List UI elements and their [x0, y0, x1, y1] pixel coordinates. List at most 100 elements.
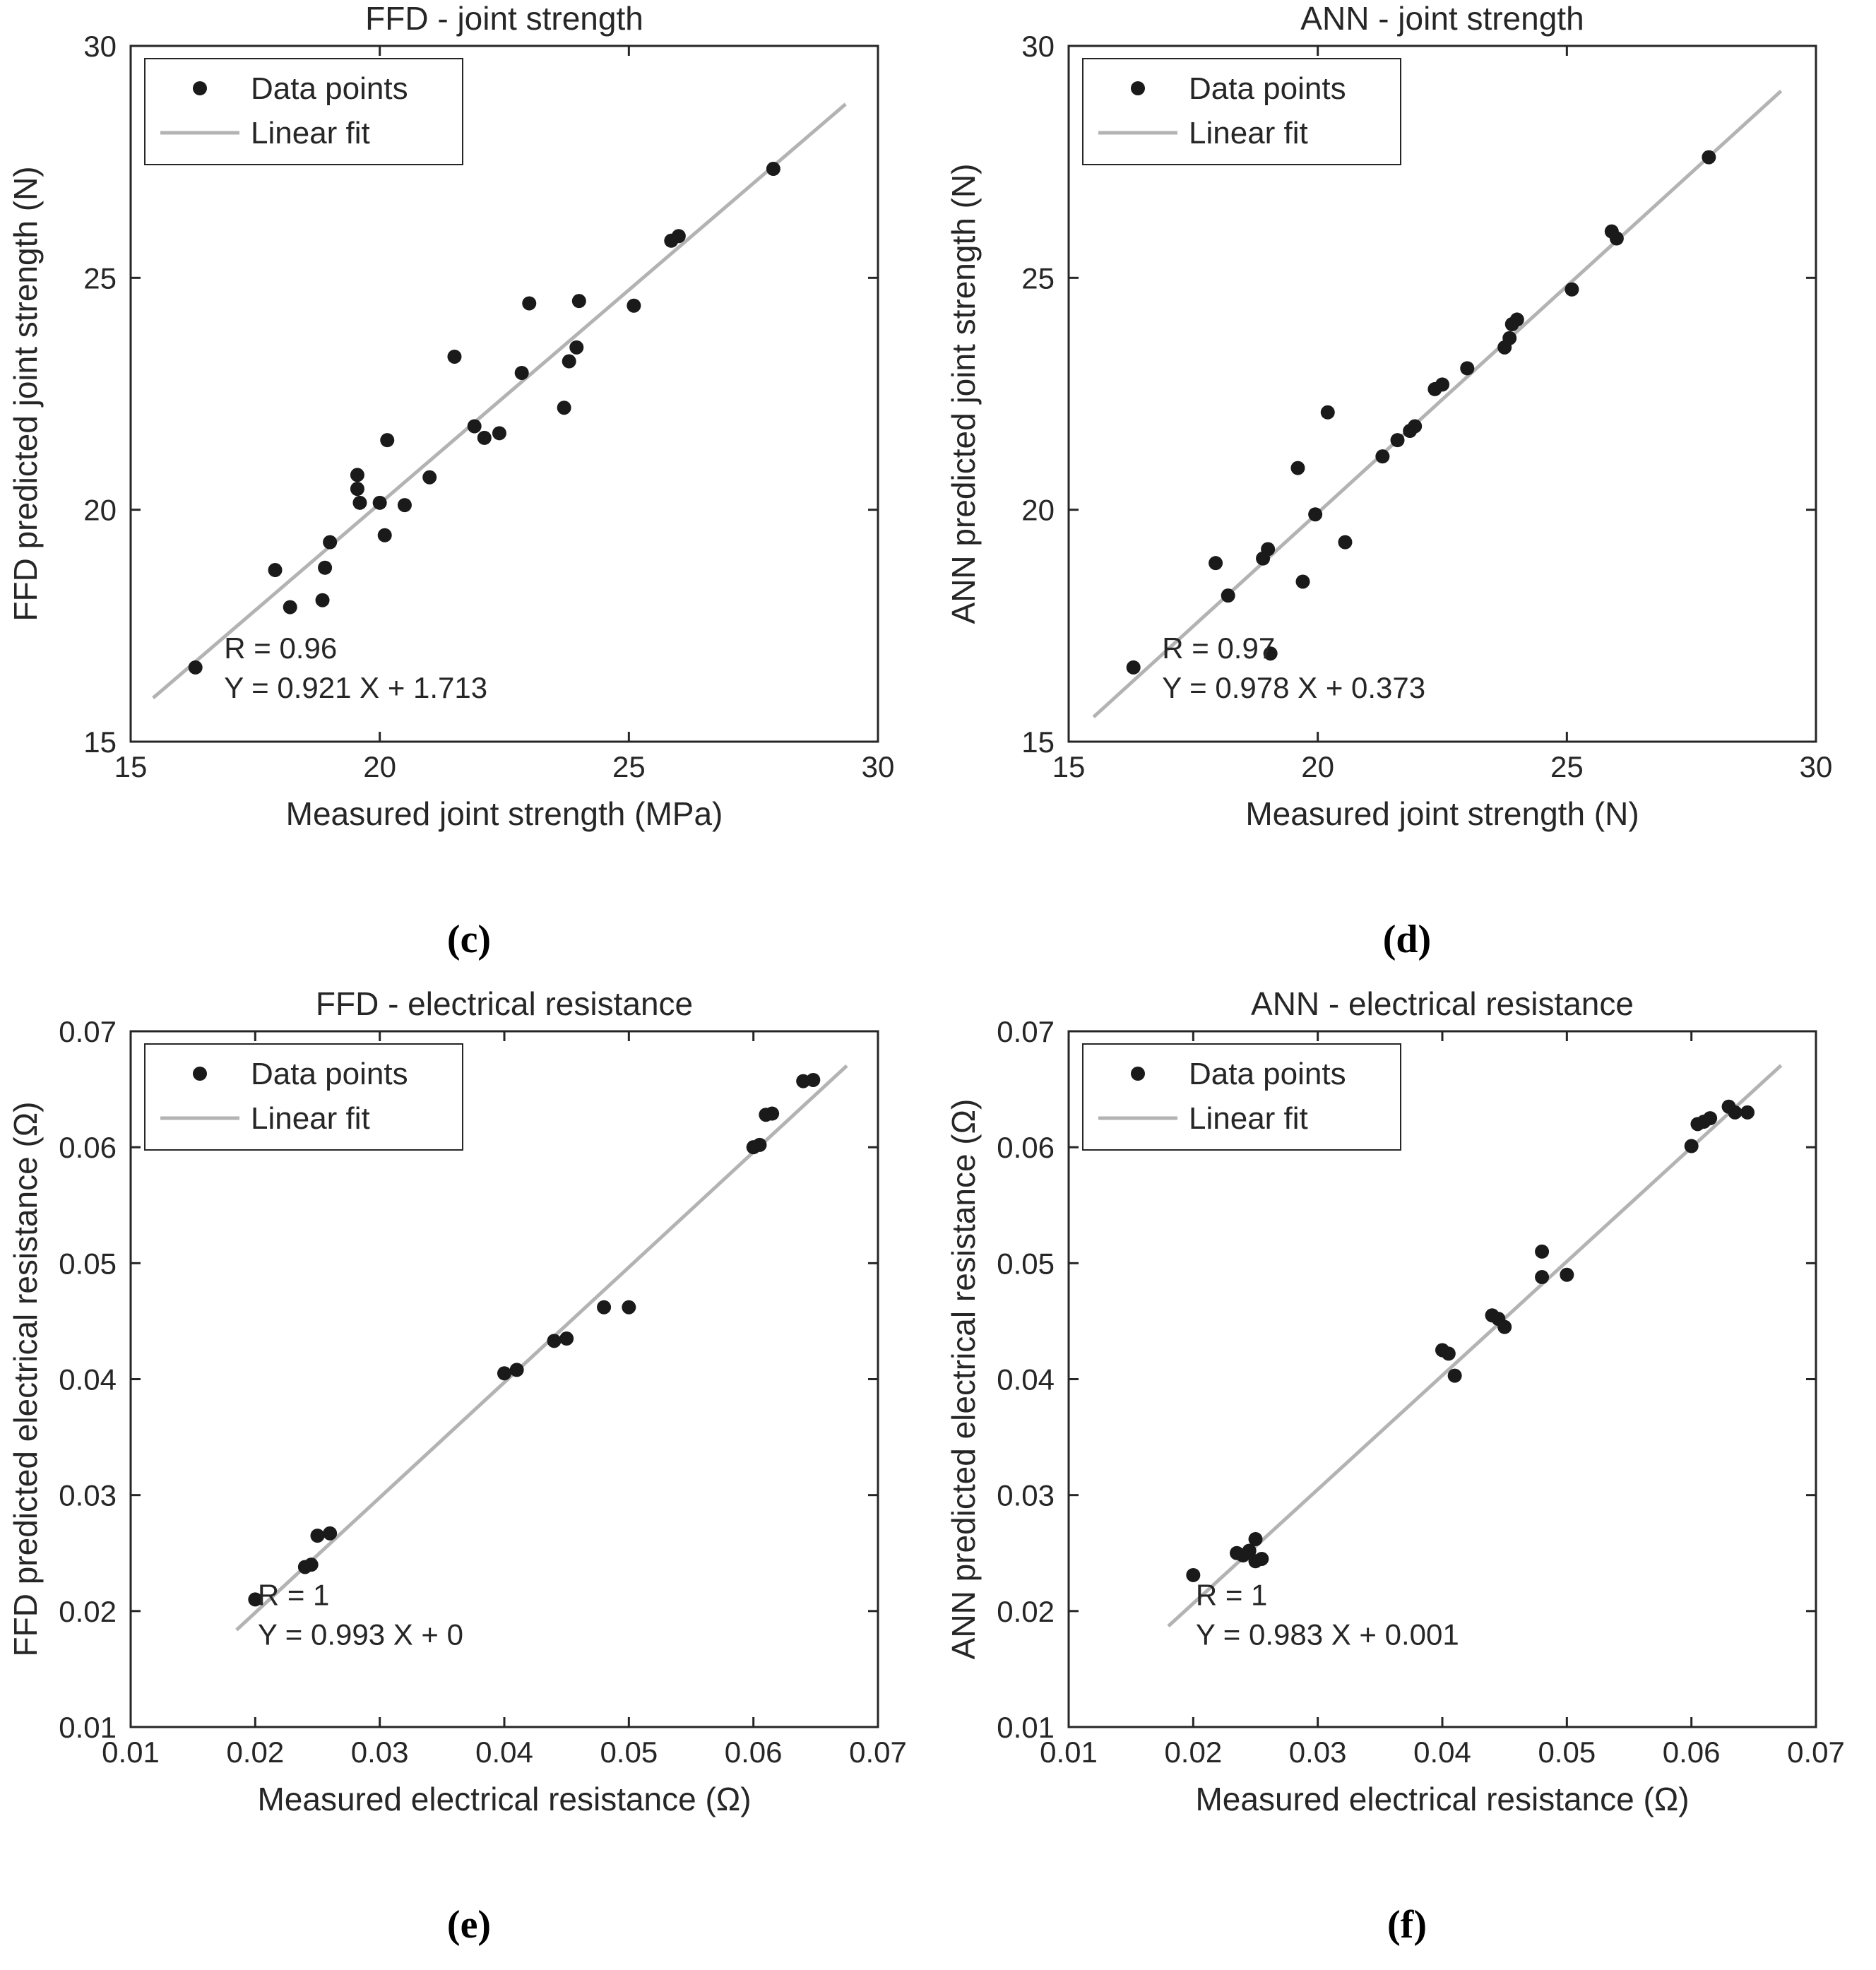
- x-axis-label: Measured electrical resistance (Ω): [1195, 1781, 1689, 1817]
- fit-annotation-line: R = 1: [258, 1578, 330, 1611]
- x-tick-label: 0.01: [102, 1735, 160, 1769]
- y-tick-label: 0.07: [997, 1015, 1055, 1048]
- fit-annotation-line: R = 0.96: [224, 631, 337, 665]
- linear-fit-line: [235, 1064, 848, 1631]
- data-point: [766, 162, 780, 177]
- y-tick-label: 20: [1021, 494, 1055, 527]
- data-point: [1320, 405, 1335, 420]
- y-tick-label: 0.02: [59, 1594, 117, 1627]
- x-tick-label: 25: [612, 750, 646, 783]
- panel-ann-electrical-resistance: ANN - electrical resistance 0.01 0.02 0.03 0…: [938, 985, 1876, 1970]
- data-point: [422, 470, 437, 485]
- x-tick-label: 0.03: [1289, 1735, 1347, 1769]
- x-tick-label: 0.04: [475, 1735, 533, 1769]
- y-tick-label: 0.01: [59, 1711, 117, 1744]
- data-point: [352, 495, 367, 510]
- data-point: [1261, 542, 1276, 557]
- data-point: [752, 1137, 767, 1152]
- data-point: [1338, 535, 1353, 550]
- panel-caption-c: (c): [446, 918, 492, 961]
- y-tick-label: 15: [83, 725, 117, 759]
- x-axis-label: Measured electrical resistance (Ω): [257, 1781, 751, 1817]
- data-point: [1703, 1110, 1718, 1125]
- data-point: [522, 296, 537, 311]
- panel-caption-d: (d): [1382, 918, 1432, 961]
- data-point: [350, 468, 364, 482]
- y-tick-label: 0.05: [59, 1247, 117, 1280]
- data-point: [1435, 377, 1449, 392]
- x-axis-label: Measured joint strength (MPa): [286, 795, 723, 832]
- x-tick-label: 30: [862, 750, 895, 783]
- legend-label-linear-fit: Linear fit: [1189, 1101, 1308, 1136]
- y-tick-label: 0.04: [997, 1363, 1055, 1396]
- data-point: [627, 298, 641, 313]
- data-point: [1375, 449, 1390, 464]
- data-point: [1535, 1269, 1550, 1284]
- data-point: [1254, 1551, 1269, 1566]
- legend-box: [144, 58, 463, 165]
- legend-box: [1082, 58, 1401, 165]
- x-tick-label: 15: [114, 750, 148, 783]
- data-point: [1221, 588, 1235, 603]
- data-point: [1290, 461, 1305, 475]
- x-tick-label: 0.05: [1538, 1735, 1596, 1769]
- data-point: [765, 1106, 780, 1121]
- x-tick-label: 0.03: [351, 1735, 409, 1769]
- data-point: [1242, 1543, 1257, 1557]
- x-tick-label: 25: [1550, 750, 1584, 783]
- fit-annotation-line: Y = 0.993 X + 0: [258, 1618, 463, 1651]
- data-point: [447, 349, 462, 364]
- y-tick-label: 0.05: [997, 1247, 1055, 1280]
- data-point: [1186, 1567, 1201, 1582]
- data-point: [323, 535, 338, 550]
- ffd-joint-strength-chart: FFD - joint strength 15 20 25 30 15 20 25 30 Meas…: [0, 0, 938, 897]
- data-point: [248, 1591, 263, 1606]
- y-tick-label: 0.06: [997, 1131, 1055, 1164]
- data-point: [547, 1333, 562, 1348]
- x-tick-label: 15: [1052, 750, 1086, 783]
- data-point: [1441, 1346, 1456, 1360]
- data-point: [310, 1528, 325, 1543]
- x-tick-label: 0.02: [226, 1735, 284, 1769]
- x-tick-label: 0.02: [1164, 1735, 1222, 1769]
- data-point: [467, 419, 482, 434]
- data-point: [304, 1557, 319, 1572]
- data-point: [514, 365, 529, 380]
- panel-ffd-electrical-resistance: FFD - electrical resistance 0.01 0.02 0.03 0…: [0, 985, 938, 1970]
- chart-title: FFD - joint strength: [365, 0, 643, 37]
- data-point: [1497, 1319, 1512, 1334]
- x-tick-label: 0.06: [1663, 1735, 1721, 1769]
- y-tick-label: 25: [1021, 261, 1055, 295]
- linear-fit-line: [1167, 1063, 1783, 1627]
- data-point: [1390, 433, 1405, 448]
- x-tick-label: 0.05: [600, 1735, 658, 1769]
- y-axis-label: ANN predicted joint strength (N): [945, 164, 982, 624]
- data-point: [509, 1362, 524, 1377]
- y-tick-label: 0.01: [997, 1711, 1055, 1744]
- data-point: [1509, 312, 1524, 327]
- y-tick-label: 0.03: [997, 1478, 1055, 1512]
- data-point: [1560, 1267, 1574, 1282]
- plot-box: [129, 44, 879, 743]
- chart-title: ANN - electrical resistance: [1251, 985, 1634, 1022]
- ffd-electrical-resistance-chart: FFD - electrical resistance 0.01 0.02 0.03 0…: [0, 985, 938, 1882]
- data-point: [557, 400, 571, 415]
- data-point: [1209, 556, 1223, 571]
- data-point: [1308, 507, 1323, 522]
- data-point: [671, 229, 686, 244]
- data-point: [1535, 1244, 1550, 1259]
- x-tick-label: 20: [1301, 750, 1334, 783]
- data-point: [1702, 150, 1716, 165]
- panel-caption-e: (e): [446, 1902, 492, 1947]
- data-point: [372, 495, 387, 510]
- fit-annotation-line: R = 1: [1196, 1578, 1268, 1611]
- data-point: [806, 1072, 821, 1087]
- data-point: [318, 560, 333, 575]
- panel-caption-f: (f): [1387, 1902, 1427, 1947]
- data-point: [1740, 1105, 1755, 1120]
- data-point: [1248, 1531, 1263, 1546]
- x-tick-label: 0.04: [1413, 1735, 1471, 1769]
- y-tick-label: 20: [83, 494, 117, 527]
- x-tick-label: 0.01: [1040, 1735, 1098, 1769]
